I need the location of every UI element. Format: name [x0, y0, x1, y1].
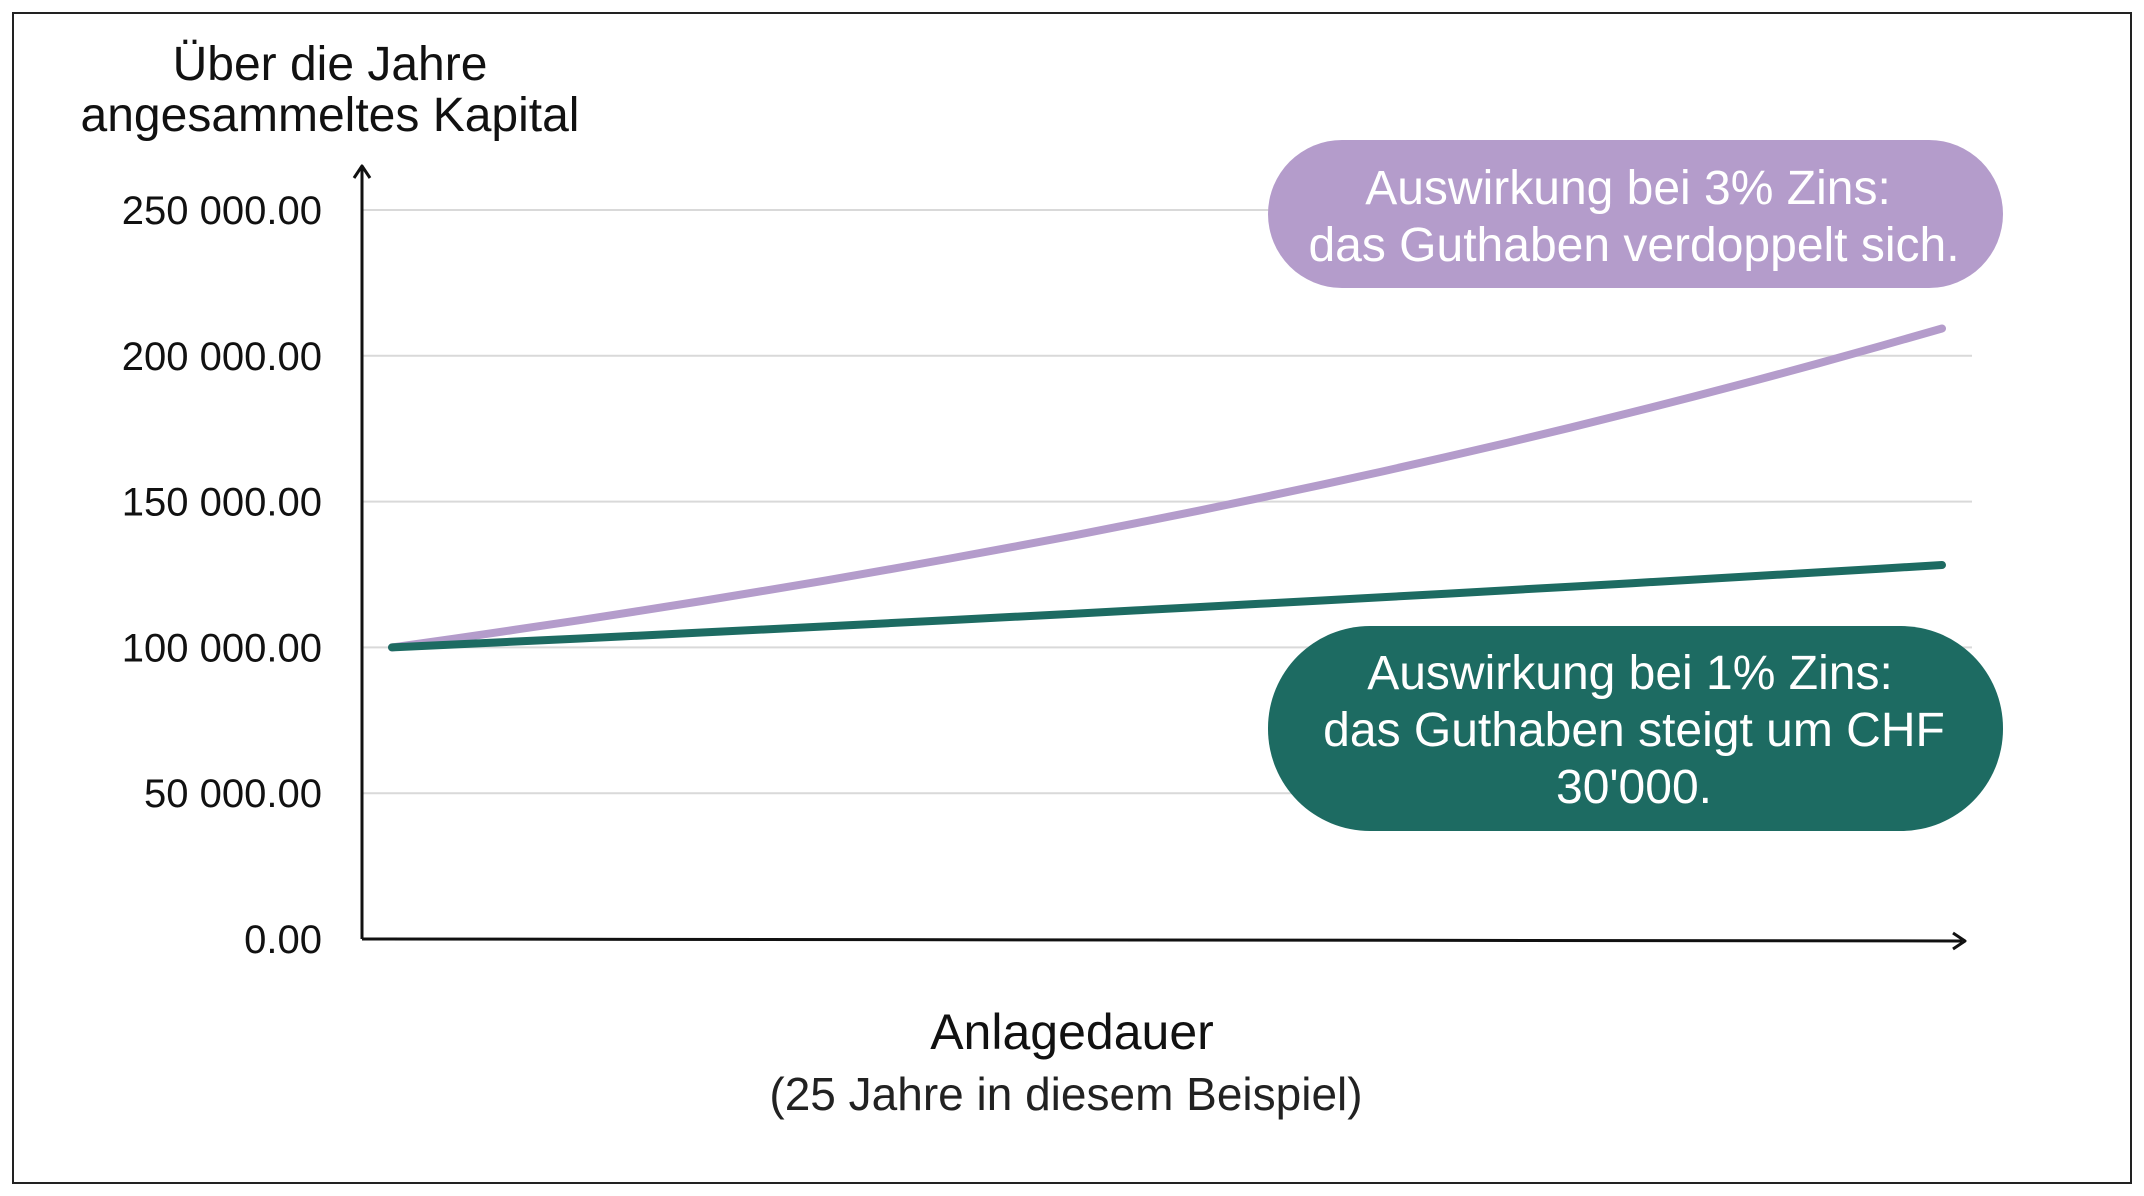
y-tick-label: 0.00	[244, 918, 322, 962]
x-axis-line	[361, 937, 1963, 943]
series-lines	[388, 324, 1946, 652]
y-tick-label: 250 000.00	[122, 189, 322, 233]
annotation-rate3-text: das Guthaben verdoppelt sich.	[1308, 219, 1959, 272]
series-line-rate1	[388, 561, 1946, 652]
series-line-rate3	[388, 324, 1946, 652]
y-axis-arrowhead	[352, 164, 372, 179]
x-axis-subtitle: (25 Jahre in diesem Beispiel)	[769, 1068, 1362, 1120]
y-tick-label: 50 000.00	[144, 772, 322, 816]
annotation-rate1-title: Auswirkung bei 1% Zins:	[1367, 647, 1893, 700]
y-axis-title-line-2: angesammeltes Kapital	[81, 89, 580, 142]
y-tick-label: 150 000.00	[122, 481, 322, 525]
y-tick-label: 100 000.00	[122, 626, 322, 670]
annotation-rate3-title: Auswirkung bei 3% Zins:	[1365, 162, 1891, 215]
y-tick-label: 200 000.00	[122, 335, 322, 379]
annotation-rate3-box	[1268, 140, 2003, 288]
annotation-rate1-box	[1268, 626, 2003, 831]
x-axis-title: Anlagedauer	[930, 1004, 1214, 1060]
annotation-rate3: Auswirkung bei 3% Zins: das Guthaben ver…	[1268, 140, 2003, 288]
x-axis-arrowhead	[1952, 931, 1967, 951]
annotation-rate1-text-2: 30'000.	[1556, 761, 1712, 814]
annotation-rate1-text-1: das Guthaben steigt um CHF	[1323, 704, 1945, 757]
y-axis-title-line-1: Über die Jahre	[173, 38, 488, 91]
annotation-rate1: Auswirkung bei 1% Zins: das Guthaben ste…	[1268, 626, 2003, 831]
y-tick-labels: 0.00 50 000.00 100 000.00 150 000.00 200 000…	[122, 189, 322, 962]
